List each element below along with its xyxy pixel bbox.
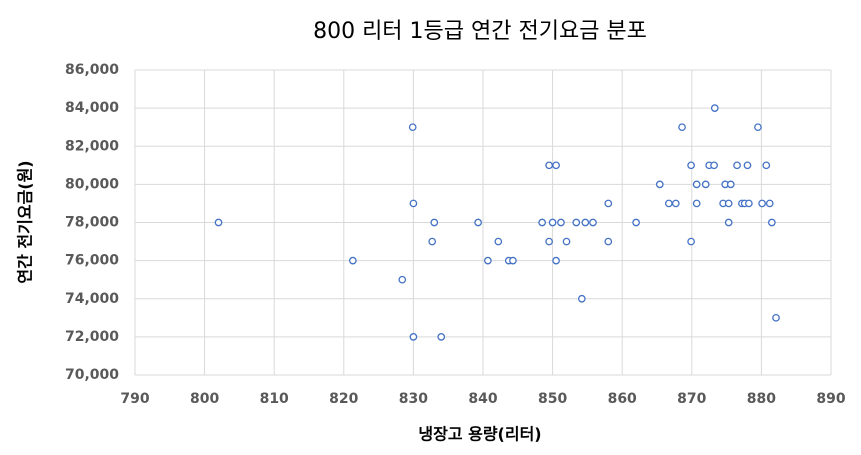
y-tick-label: 72,000 <box>65 329 119 345</box>
point <box>733 161 741 170</box>
point <box>557 218 565 227</box>
point <box>664 199 673 208</box>
point <box>409 199 418 208</box>
y-tick-label: 78,000 <box>65 215 119 231</box>
x-tick-label: 810 <box>260 391 289 407</box>
point <box>655 180 664 189</box>
point <box>754 123 762 132</box>
point <box>577 294 586 303</box>
point <box>484 256 492 265</box>
point <box>726 180 735 189</box>
point <box>745 199 753 208</box>
y-tick-label: 84,000 <box>65 100 119 116</box>
point <box>214 218 223 227</box>
y-tick-label: 80,000 <box>65 176 119 192</box>
point <box>710 104 719 112</box>
point <box>701 180 710 189</box>
point <box>552 256 560 265</box>
point <box>348 256 357 265</box>
point <box>692 199 701 208</box>
y-tick-label: 70,000 <box>65 367 119 383</box>
point <box>437 333 446 341</box>
point <box>398 275 407 284</box>
point <box>772 313 780 322</box>
point <box>430 218 439 227</box>
x-tick-label: 800 <box>190 391 219 407</box>
point <box>409 333 418 341</box>
point <box>474 218 482 227</box>
point <box>494 237 503 246</box>
point <box>428 237 437 246</box>
point <box>538 218 547 227</box>
point <box>545 161 553 170</box>
x-tick-label: 840 <box>468 391 497 407</box>
y-tick-label: 82,000 <box>65 138 119 154</box>
point <box>765 199 774 208</box>
x-tick-label: 870 <box>677 391 706 407</box>
point <box>678 123 686 132</box>
point <box>743 161 752 170</box>
y-tick-label: 86,000 <box>65 62 119 78</box>
point <box>604 199 613 208</box>
point <box>758 199 766 208</box>
x-tick-label: 880 <box>747 391 776 407</box>
point <box>762 161 771 170</box>
point <box>572 218 581 227</box>
point <box>710 161 718 170</box>
chart-title: 800 리터 1등급 연간 전기요금 분포 <box>313 19 647 44</box>
y-axis-title: 연간 전기요금(원) <box>16 160 35 283</box>
y-tick-label: 76,000 <box>65 253 119 269</box>
x-tick-label: 860 <box>608 391 637 407</box>
point <box>724 218 733 227</box>
point <box>408 123 417 132</box>
x-tick-label: 830 <box>399 391 428 407</box>
x-tick-label: 820 <box>329 391 358 407</box>
point <box>604 237 613 246</box>
point <box>632 218 640 227</box>
point <box>562 237 571 246</box>
point <box>724 199 733 208</box>
x-tick-label: 790 <box>120 391 149 407</box>
y-tick-label: 74,000 <box>65 291 119 307</box>
point <box>671 199 680 208</box>
x-tick-label: 850 <box>538 391 567 407</box>
point <box>548 218 557 227</box>
point <box>545 237 553 246</box>
point <box>687 237 695 246</box>
x-axis-title: 냉장고 용량(리터) <box>418 425 541 444</box>
point <box>581 218 590 227</box>
point <box>692 180 701 189</box>
point <box>509 256 517 265</box>
point <box>767 218 776 227</box>
x-tick-label: 890 <box>816 391 845 407</box>
point <box>589 218 597 227</box>
point <box>687 161 695 170</box>
point <box>552 161 560 170</box>
